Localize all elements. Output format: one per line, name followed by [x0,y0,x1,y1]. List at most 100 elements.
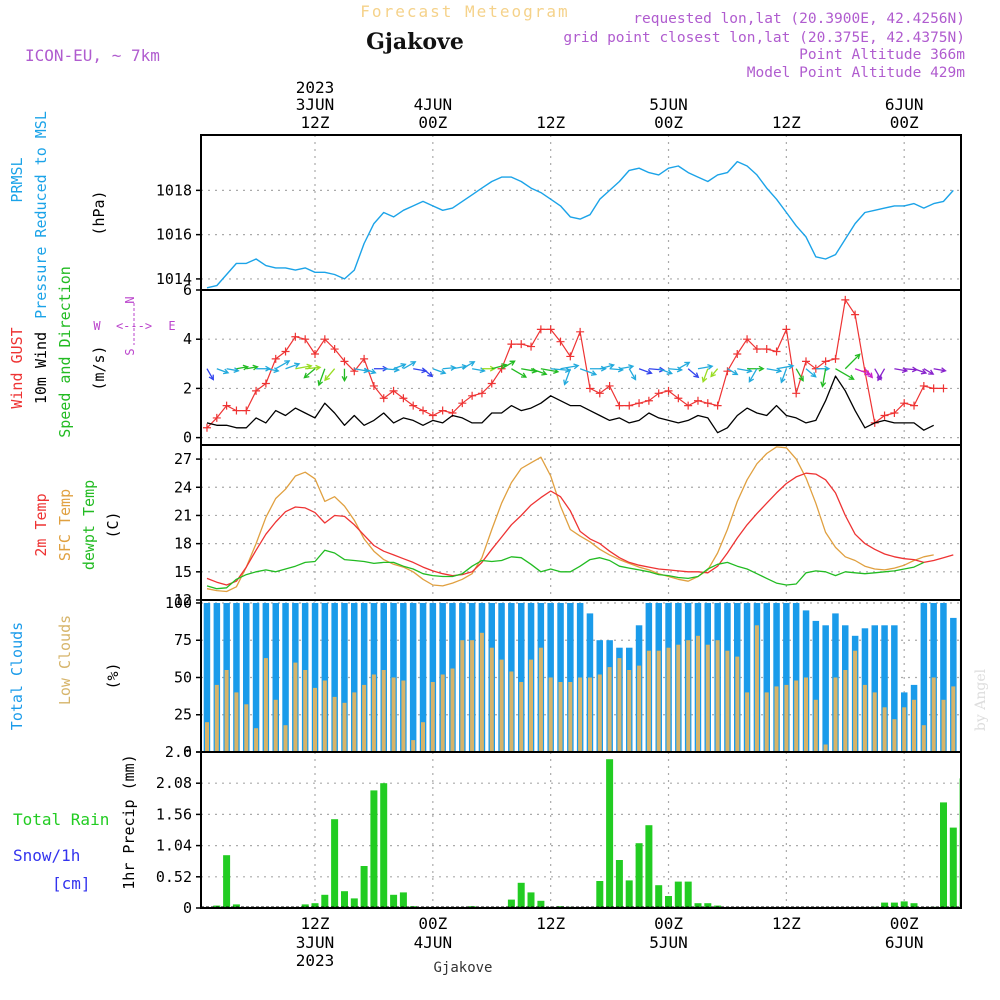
low-cloud-bar [303,670,308,752]
total-cloud-bar [920,603,928,752]
rain-bar [321,894,329,908]
low-cloud-bar [568,682,573,752]
wind-dir-arrowhead [400,363,407,369]
gust-point [900,399,909,408]
top-year-label: 2023 [296,78,335,97]
gust-label: Wind GUST [8,327,26,408]
gust-point [929,384,938,393]
total-cloud-bar [773,603,780,752]
wind-dir-arrow [658,368,672,375]
total-cloud-bar [743,603,751,752]
wind-dir-arrowhead [608,363,615,369]
gust-point [271,354,280,363]
gust-point [281,347,290,356]
total-cloud-bar [871,625,878,752]
low-cloud-bar [931,677,936,752]
wind-dir-arrow [599,364,614,370]
top-hour-label: 00Z [418,113,447,132]
gust-point [301,335,310,344]
total-cloud-bar [203,603,211,752]
gust-point [517,340,526,349]
low-cloud-bar [450,668,455,752]
rain-bar [380,783,388,908]
gust-point [242,406,251,415]
total-cloud-bar [940,603,947,752]
wind-dir-arrowhead [820,381,827,388]
total-cloud-bar [282,603,289,752]
gust-point [360,354,369,363]
wind-dir-arrow [422,368,433,377]
rain-bar [537,900,545,908]
low-cloud-bar [342,702,347,752]
total-cloud-bar [409,603,417,752]
low-cloud-bar [224,670,229,752]
compass-west: W [93,319,101,333]
wind-dir-arrow [805,368,817,378]
wind-dir-arrow [236,366,248,370]
gust-point [389,386,398,395]
y-tick-label: 0.52 [156,868,192,886]
chart-title: Forecast Meteogram [360,2,569,21]
wind-dir-arrowhead [758,365,765,372]
low-cloud-bar [470,640,475,752]
gust-point [821,357,830,366]
gust-point [566,352,575,361]
wind-dir-arrowhead [563,379,569,386]
gust-point [261,379,270,388]
gust-point [890,409,899,418]
wind-dir-arrow [668,368,682,371]
wind-dir-arrowhead [303,372,310,379]
total-cloud-bar [360,603,368,752]
compass-east: E [168,319,175,333]
total-cloud-bar [783,603,790,752]
low-cloud-bar [254,728,259,752]
gust-point [733,349,742,358]
wind-dir-arrowhead [854,353,861,360]
low-cloud-bar [293,662,298,752]
requested-coords: requested lon,lat (20.3900E, 42.4256N) [633,11,965,27]
wind-dir-arrow [835,368,854,380]
rain-bar [390,894,398,908]
wind-dir-arrowhead [707,363,714,370]
y-tick-label: 21 [174,506,192,524]
wind-dir-arrowhead [798,375,804,382]
rain-bar [635,843,643,908]
wind-dir-arrowhead [848,374,855,380]
rain-bar [940,802,947,908]
low-cloud-bar [715,640,720,752]
tsfc-label: SFC Temp [56,489,74,561]
y-tick-label: 0 [183,429,192,447]
bottom-hour-label: 12Z [301,914,330,933]
low-cloud-bar [725,650,730,752]
wind-dir-arrowhead [940,367,947,374]
dewpt-line [206,549,925,590]
low-cloud-bar [352,692,357,752]
low-cloud-bar [489,647,494,752]
gust-point [664,386,673,395]
gust-point [212,413,221,422]
top-hour-label: 12Z [536,113,565,132]
gust-point [468,391,477,400]
y-tick-label: 75 [174,631,192,649]
wind-dir-arrowhead [317,379,324,387]
wind-dir-arrowhead [284,360,291,366]
gust-point [409,401,418,410]
wind-dir-arrow [324,368,336,381]
wind-dir-arrowhead [775,367,783,374]
gust-point [458,399,467,408]
low-cloud-bar [882,707,887,752]
rain-bar [596,881,604,908]
low-cloud-bar [627,670,632,752]
low-cloud-bar [205,722,209,752]
wind-dir-arrow [619,365,634,370]
low-cloud-bar [371,674,376,752]
gust-point [399,394,408,403]
y-tick-label: 0 [183,743,192,761]
low-cloud-bar [902,707,907,752]
top-hour-label: 12Z [772,113,801,132]
watermark: by Angel [973,668,989,731]
wind-dir-arrow [403,361,416,370]
wind-dir-arrow [226,368,239,372]
wind-dir-arrow [432,368,446,374]
rain-bar [674,881,682,908]
